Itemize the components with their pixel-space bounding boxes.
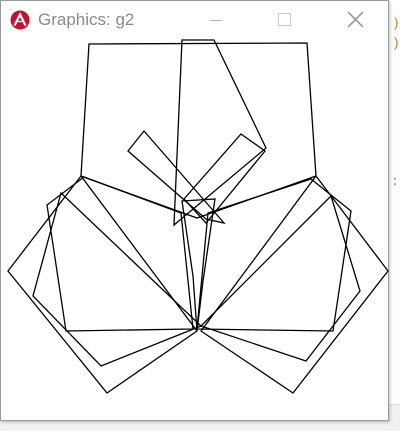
top-star-quad bbox=[173, 39, 267, 227]
graphics-window[interactable]: Graphics: g2 bbox=[0, 0, 389, 421]
left-lower-quad bbox=[32, 191, 203, 367]
left-pentagon bbox=[46, 176, 194, 332]
title-bar[interactable]: Graphics: g2 bbox=[1, 1, 388, 37]
background-text-fragment: ) bbox=[392, 36, 400, 51]
inner-right-quad bbox=[183, 133, 266, 224]
right-lower-quad bbox=[199, 194, 361, 362]
minimize-icon[interactable] bbox=[195, 3, 237, 35]
background-text-fragment: : bbox=[391, 174, 399, 189]
maximize-icon[interactable] bbox=[263, 3, 305, 35]
right-wing-quad bbox=[200, 174, 389, 394]
window-title: Graphics: g2 bbox=[38, 10, 135, 29]
background-text-fragment: ) bbox=[392, 16, 400, 31]
close-icon[interactable] bbox=[335, 3, 377, 35]
center-spine bbox=[181, 198, 216, 332]
graphics-canvas[interactable] bbox=[2, 37, 389, 421]
top-pentagon bbox=[80, 42, 317, 219]
left-inner-quad bbox=[127, 129, 226, 225]
right-pentagon bbox=[196, 178, 352, 332]
left-wing-quad bbox=[7, 174, 198, 394]
allegro-lisp-icon[interactable] bbox=[10, 10, 30, 30]
